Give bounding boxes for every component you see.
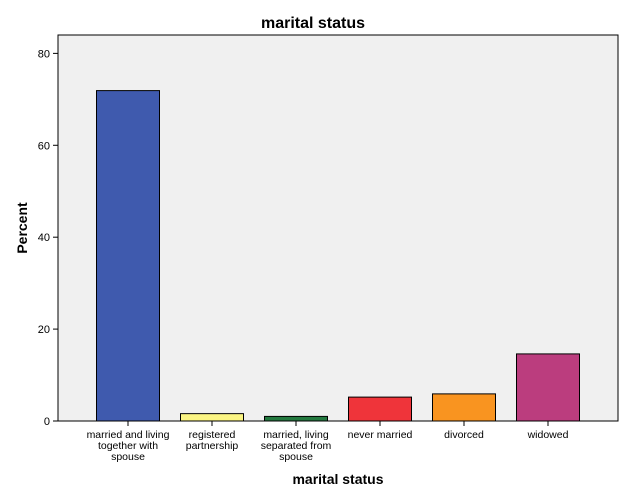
bar-2 (264, 415, 328, 422)
x-tick-label-5: widowed (527, 429, 569, 441)
bar-3 (348, 396, 412, 422)
x-tick-label-3: never married (348, 429, 413, 441)
y-axis-title: Percent (14, 202, 30, 254)
y-tick-label-0: 0 (44, 416, 50, 428)
bar-5 (516, 353, 580, 422)
y-tick-label-2: 40 (38, 232, 50, 244)
y-tick-label-4: 80 (38, 48, 50, 60)
x-tick-label-4: divorced (444, 429, 484, 441)
bar-1 (180, 413, 244, 422)
x-tick-label-1: registered partnership (186, 429, 239, 452)
x-axis: married and living together with spouse reg… (87, 421, 569, 463)
y-tick-label-1: 20 (38, 324, 50, 336)
bar-0 (96, 90, 160, 422)
x-tick-label-2: married, living separated from spouse (261, 429, 332, 463)
bar-4 (432, 393, 496, 422)
bars (96, 90, 580, 422)
y-tick-label-3: 60 (38, 140, 50, 152)
x-axis-title: marital status (292, 471, 383, 487)
y-axis: 0 20 40 60 80 (38, 48, 58, 428)
chart-title: marital status (261, 15, 365, 32)
x-tick-label-0: married and living together with spouse (87, 429, 170, 463)
